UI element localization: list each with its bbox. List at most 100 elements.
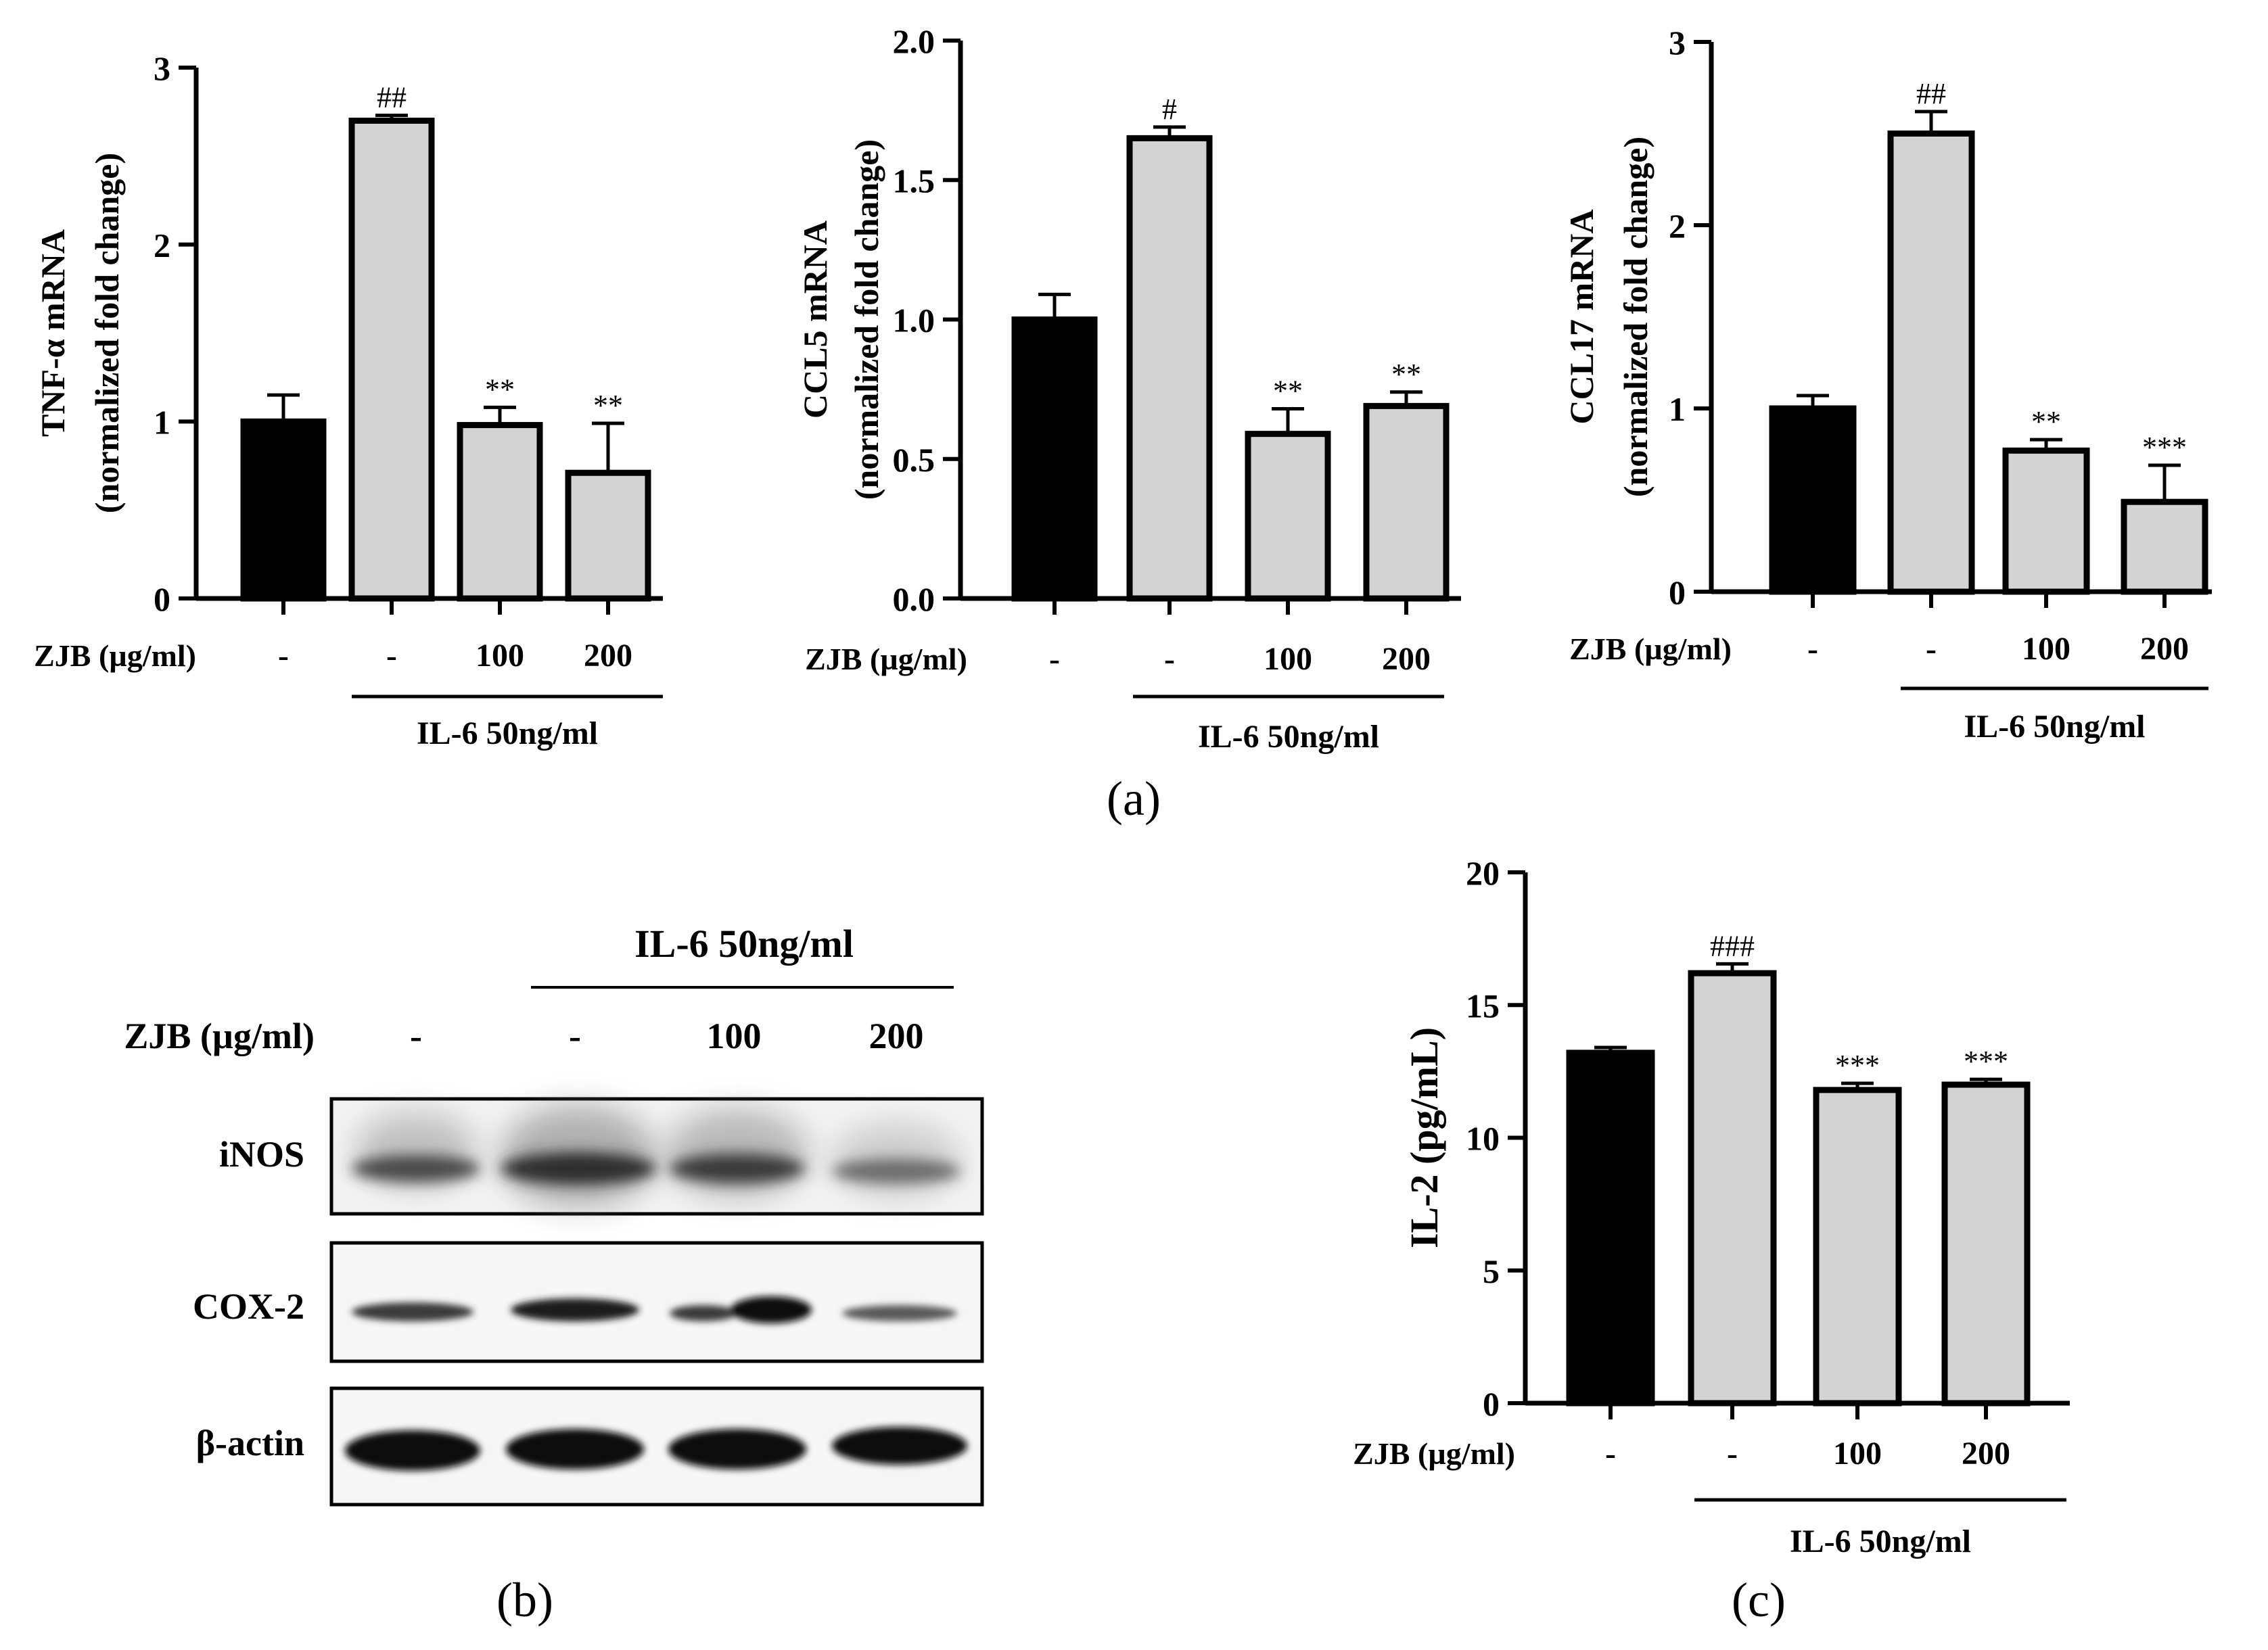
significance-label: ***	[1964, 1045, 2008, 1078]
y-tick-label: 2	[154, 227, 170, 264]
wb-band	[832, 1159, 961, 1183]
category-label: 200	[584, 638, 632, 674]
wb-blot-cox2	[329, 1241, 984, 1363]
bar	[1887, 131, 1975, 595]
category-label: 200	[1962, 1436, 2010, 1471]
wb-band	[352, 1302, 473, 1321]
wb-band	[832, 1427, 967, 1465]
bar	[1011, 316, 1098, 602]
bar	[2002, 447, 2090, 595]
category-label: -	[1727, 1436, 1738, 1471]
wb-lane-1: -	[410, 1016, 422, 1056]
y-tick-label: 0	[1669, 573, 1686, 611]
category-label: -	[1605, 1436, 1616, 1471]
wb-band	[506, 1429, 644, 1469]
y-tick-label: 1.5	[893, 162, 935, 199]
y-tick-label: 0.5	[893, 441, 935, 479]
y-axis-label: TNF-α mRNA	[34, 229, 72, 437]
wb-treatment-label: ZJB (µg/ml)	[124, 1016, 315, 1056]
bar	[565, 469, 651, 602]
bar	[1245, 431, 1331, 602]
y-axis-label-secondary: (normalized fold change)	[88, 153, 126, 513]
wb-protein-actin: β-actin	[196, 1423, 304, 1463]
treatment-label: ZJB (µg/ml)	[1353, 1436, 1515, 1471]
y-tick-label: 0	[154, 580, 170, 618]
y-tick-label: 2	[1669, 207, 1686, 245]
wb-lane-4: 200	[869, 1016, 924, 1056]
group-label: IL-6 50ng/ml	[1198, 719, 1379, 755]
wb-band	[511, 1298, 639, 1321]
group-label: IL-6 50ng/ml	[1964, 709, 2145, 745]
bar	[457, 422, 543, 602]
chart-ccl17: 0 1 2 3 - ## - ** 100 *** 200 ZJB (µg/ml) IL-6 50ng/…	[1563, 24, 2212, 745]
category-label: -	[1049, 641, 1060, 677]
significance-label: ***	[2142, 431, 2187, 464]
bar	[1126, 135, 1213, 602]
y-tick-label: 0.0	[893, 580, 935, 618]
y-tick-label: 3	[154, 49, 170, 87]
significance-label: **	[1391, 358, 1421, 391]
y-axis-label: CCL5 mRNA	[796, 220, 834, 419]
wb-group-label: IL-6 50ng/ml	[634, 922, 854, 966]
bar	[240, 418, 327, 602]
wb-lane-2: -	[569, 1016, 581, 1056]
significance-label: **	[1273, 375, 1303, 408]
wb-band	[352, 1155, 480, 1182]
chart-il2: 0 5 10 15 20 - ### - *** 100 *** 200 ZJB (µg/ml) IL-6…	[1353, 854, 2070, 1559]
category-label: 200	[2140, 631, 2189, 667]
category-label: -	[1926, 631, 1937, 667]
bar	[2121, 498, 2208, 595]
y-tick-label: 2.0	[893, 22, 935, 60]
significance-label: **	[485, 373, 515, 406]
wb-band	[345, 1430, 480, 1471]
y-axis-label-secondary: (normalized fold change)	[1617, 137, 1654, 497]
wb-protein-inos: iNOS	[219, 1134, 304, 1175]
bar	[1769, 405, 1857, 595]
category-label: 100	[1264, 641, 1312, 677]
bar	[1941, 1081, 2031, 1407]
bar	[348, 118, 435, 602]
bar	[1688, 970, 1777, 1407]
category-label: 100	[1833, 1436, 1882, 1471]
panel-label-c: (c)	[1732, 1573, 1786, 1627]
y-axis-label-secondary: (normalized fold change)	[848, 139, 885, 500]
wb-blot-actin	[329, 1386, 984, 1507]
y-axis-label: CCL17 mRNA	[1563, 209, 1600, 424]
category-label: -	[278, 638, 289, 674]
group-label: IL-6 50ng/ml	[1790, 1524, 1971, 1559]
category-label: -	[1164, 641, 1175, 677]
category-label: -	[1807, 631, 1818, 667]
significance-label: ##	[377, 81, 407, 114]
significance-label: ##	[1916, 77, 1946, 110]
bar	[1813, 1087, 1902, 1407]
treatment-label: ZJB (µg/ml)	[805, 642, 967, 676]
wb-band	[668, 1429, 806, 1469]
bar	[1566, 1050, 1655, 1407]
wb-lane-3: 100	[707, 1016, 762, 1056]
wb-band	[670, 1305, 737, 1321]
wb-band	[842, 1305, 957, 1321]
panel-label-b: (b)	[496, 1573, 553, 1627]
bar	[1363, 402, 1450, 602]
significance-label: #	[1162, 93, 1177, 126]
y-tick-label: 0	[1483, 1385, 1500, 1423]
wb-protein-cox2: COX-2	[193, 1286, 304, 1327]
category-label: 100	[2022, 631, 2070, 667]
significance-label: **	[2031, 405, 2061, 438]
wb-band	[731, 1296, 812, 1323]
y-tick-label: 20	[1466, 854, 1500, 892]
panel-label-a: (a)	[1107, 772, 1161, 826]
y-tick-label: 3	[1669, 24, 1686, 62]
category-label: 100	[476, 638, 524, 674]
y-tick-label: 1.0	[893, 302, 935, 339]
y-tick-label: 15	[1466, 987, 1500, 1024]
wb-band	[501, 1152, 656, 1185]
treatment-label: ZJB (µg/ml)	[34, 638, 196, 673]
y-tick-label: 1	[1669, 390, 1686, 428]
y-tick-label: 1	[154, 403, 170, 441]
chart-tnf-alpha: 0 1 2 3 - ## - ** 100 ** 200 ZJB (µg/ml) IL-6 50ng/m…	[34, 49, 663, 751]
y-axis-label: IL-2 (pg/mL)	[1402, 1027, 1446, 1248]
category-label: -	[386, 638, 397, 674]
significance-label: ***	[1835, 1049, 1880, 1082]
